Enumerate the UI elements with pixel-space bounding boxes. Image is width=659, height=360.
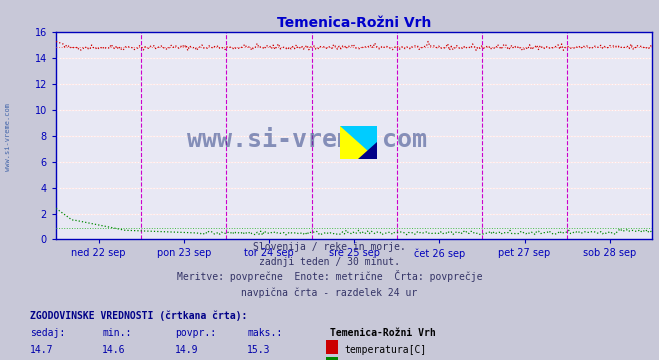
Text: 14.7: 14.7 — [30, 345, 53, 355]
Text: temperatura[C]: temperatura[C] — [344, 345, 426, 355]
Text: povpr.:: povpr.: — [175, 328, 215, 338]
Text: min.:: min.: — [102, 328, 132, 338]
Text: zadnji teden / 30 minut.: zadnji teden / 30 minut. — [259, 257, 400, 267]
Polygon shape — [358, 142, 377, 159]
Text: 15.3: 15.3 — [247, 345, 271, 355]
Text: www.si-vreme.com: www.si-vreme.com — [5, 103, 11, 171]
Text: Slovenija / reke in morje.: Slovenija / reke in morje. — [253, 242, 406, 252]
Title: Temenica-Rožni Vrh: Temenica-Rožni Vrh — [277, 16, 432, 30]
Text: ZGODOVINSKE VREDNOSTI (črtkana črta):: ZGODOVINSKE VREDNOSTI (črtkana črta): — [30, 310, 247, 321]
Text: 14.9: 14.9 — [175, 345, 198, 355]
Text: Meritve: povprečne  Enote: metrične  Črta: povprečje: Meritve: povprečne Enote: metrične Črta:… — [177, 270, 482, 283]
Text: Temenica-Rožni Vrh: Temenica-Rožni Vrh — [330, 328, 435, 338]
Text: navpična črta - razdelek 24 ur: navpična črta - razdelek 24 ur — [241, 287, 418, 298]
Text: www.si-vreme.com: www.si-vreme.com — [186, 128, 426, 152]
Text: sedaj:: sedaj: — [30, 328, 65, 338]
Text: 14.6: 14.6 — [102, 345, 126, 355]
Polygon shape — [340, 126, 377, 159]
Text: maks.:: maks.: — [247, 328, 282, 338]
Polygon shape — [340, 126, 377, 159]
